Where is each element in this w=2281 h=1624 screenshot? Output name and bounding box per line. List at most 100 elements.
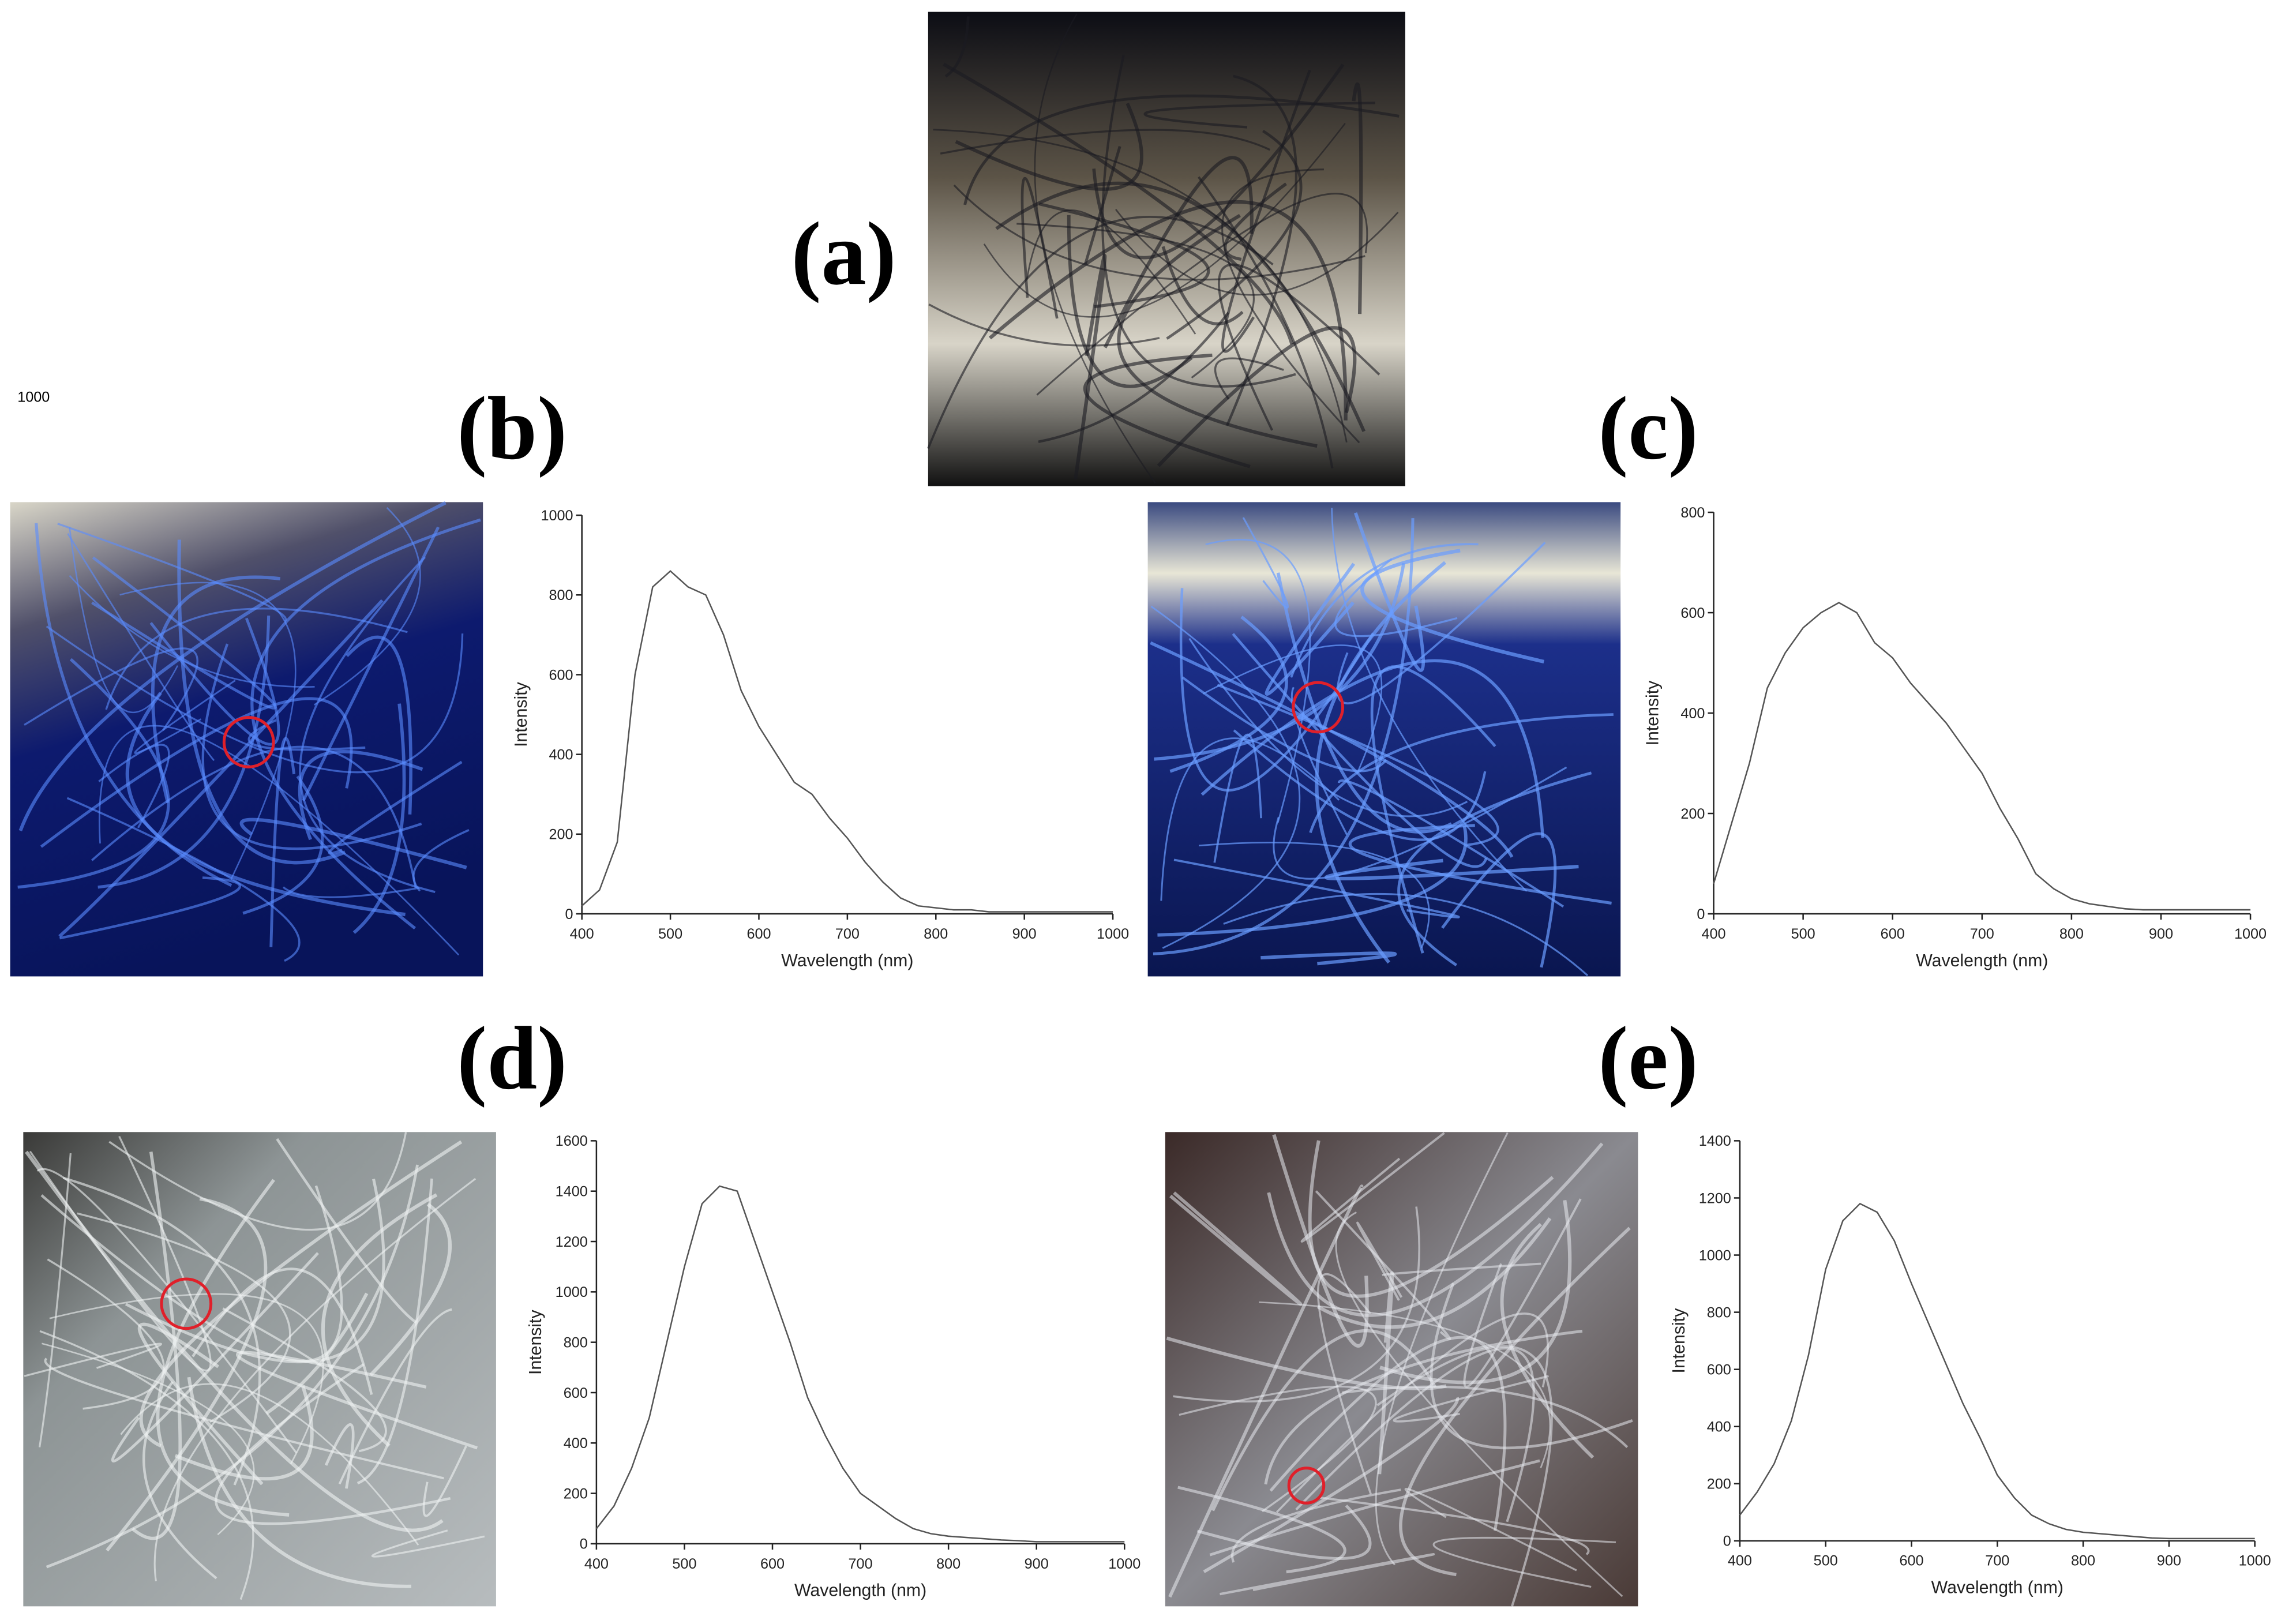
- fiber: [1352, 82, 1363, 314]
- y-tick-label: 600: [1707, 1362, 1731, 1378]
- x-tick-label: 900: [2149, 926, 2173, 942]
- fiber: [338, 1308, 452, 1485]
- fiber: [215, 1363, 451, 1525]
- fiber: [1331, 508, 1528, 892]
- fiber: [137, 1322, 264, 1486]
- y-tick-label: 200: [1680, 806, 1705, 822]
- fiber: [39, 1330, 254, 1600]
- fiber: [1231, 1488, 1401, 1563]
- y-tick-label: 400: [1680, 706, 1705, 722]
- fiber: [1200, 659, 1544, 838]
- fiber: [1308, 1140, 1554, 1298]
- fiber: [151, 575, 281, 804]
- spectrum-line: [1739, 1202, 2255, 1540]
- fibers: [17, 13, 1633, 1607]
- fiber: [1319, 1497, 1590, 1555]
- fiber: [1199, 842, 1430, 948]
- fiber: [928, 303, 1160, 347]
- fiber: [111, 1252, 319, 1463]
- fiber: [298, 750, 423, 841]
- fiber: [1382, 1262, 1541, 1277]
- fiber: [149, 617, 280, 746]
- y-tick-label: 1200: [1699, 1190, 1731, 1206]
- y-tick-label: 1600: [556, 1133, 588, 1149]
- fiber: [1309, 713, 1614, 834]
- fiber: [24, 1342, 162, 1377]
- fiber: [49, 1293, 324, 1464]
- x-tick-label: 600: [1899, 1553, 1923, 1569]
- y-tick-label: 200: [564, 1486, 588, 1502]
- fiber: [265, 1292, 369, 1415]
- spectrum-line: [595, 1185, 1125, 1543]
- fiber: [1404, 1488, 1577, 1572]
- x-tick-label: 1000: [2234, 926, 2267, 942]
- fiber: [1269, 1336, 1507, 1531]
- fiber: [369, 1202, 452, 1377]
- x-tick-label: 700: [849, 1556, 873, 1572]
- fiber: [321, 1193, 438, 1447]
- y-tick-label: 200: [549, 827, 573, 843]
- fiber: [44, 1357, 444, 1480]
- y-tick-label: 1000: [541, 508, 573, 524]
- y-tick-label: 600: [549, 667, 573, 683]
- fiber: [119, 582, 297, 880]
- fiber: [1463, 1198, 1582, 1388]
- y-axis-label: Intensity: [526, 1309, 545, 1375]
- fiber: [943, 62, 1294, 345]
- fiber: [1203, 1397, 1460, 1573]
- fiber: [25, 1150, 444, 1532]
- fiber: [201, 643, 422, 850]
- fiber: [1217, 684, 1499, 846]
- fiber: [242, 775, 324, 915]
- marker-circle: [160, 1277, 213, 1330]
- fiber: [1325, 858, 1579, 881]
- y-tick-label: 1000: [556, 1284, 588, 1300]
- fiber: [1223, 892, 1589, 977]
- fiber: [1168, 1184, 1364, 1598]
- fiber: [953, 184, 1365, 281]
- fiber: [1157, 825, 1468, 937]
- fiber: [177, 539, 346, 865]
- x-tick-label: 800: [924, 926, 948, 942]
- marker-circle: [1287, 1467, 1326, 1505]
- photo-b: [10, 502, 483, 977]
- fiber: [1179, 1385, 1377, 1513]
- fiber: [269, 737, 296, 947]
- x-tick-label: 400: [1728, 1553, 1752, 1569]
- fiber: [134, 680, 236, 754]
- x-tick-label: 700: [1985, 1553, 2009, 1569]
- fiber: [1276, 572, 1453, 834]
- fiber: [1157, 326, 1357, 467]
- fiber: [1353, 512, 1425, 672]
- x-tick-label: 800: [2071, 1553, 2095, 1569]
- fiber: [47, 1258, 165, 1410]
- y-tick-label: 0: [1723, 1533, 1731, 1550]
- fiber: [1143, 102, 1375, 129]
- spectrum-line: [581, 570, 1113, 913]
- y-tick-label: 600: [564, 1385, 588, 1401]
- fiber: [1370, 665, 1496, 954]
- fiber: [412, 829, 470, 892]
- fiber: [1220, 1553, 1435, 1596]
- fiber: [35, 523, 232, 887]
- fiber: [983, 123, 1346, 318]
- fiber: [1103, 156, 1254, 348]
- y-tick-label: 600: [1680, 605, 1705, 621]
- photo-c: [1147, 502, 1621, 977]
- fiber: [1265, 562, 1355, 696]
- panel-label: (b): [457, 378, 567, 478]
- x-axis-label: Wavelength (nm): [1916, 951, 2048, 970]
- fiber: [940, 129, 1271, 155]
- fiber: [1213, 733, 1262, 863]
- fiber: [1432, 1536, 1616, 1588]
- fiber: [422, 1445, 467, 1517]
- fiber: [1153, 518, 1415, 955]
- y-axis-label: Intensity: [1670, 1308, 1689, 1374]
- fiber: [1233, 729, 1487, 841]
- panel-label: (d): [457, 1008, 567, 1108]
- fiber: [38, 1153, 72, 1447]
- fiber: [1315, 561, 1446, 964]
- fiber: [24, 647, 198, 731]
- fiber: [97, 615, 271, 889]
- panel-label: (a): [791, 204, 896, 303]
